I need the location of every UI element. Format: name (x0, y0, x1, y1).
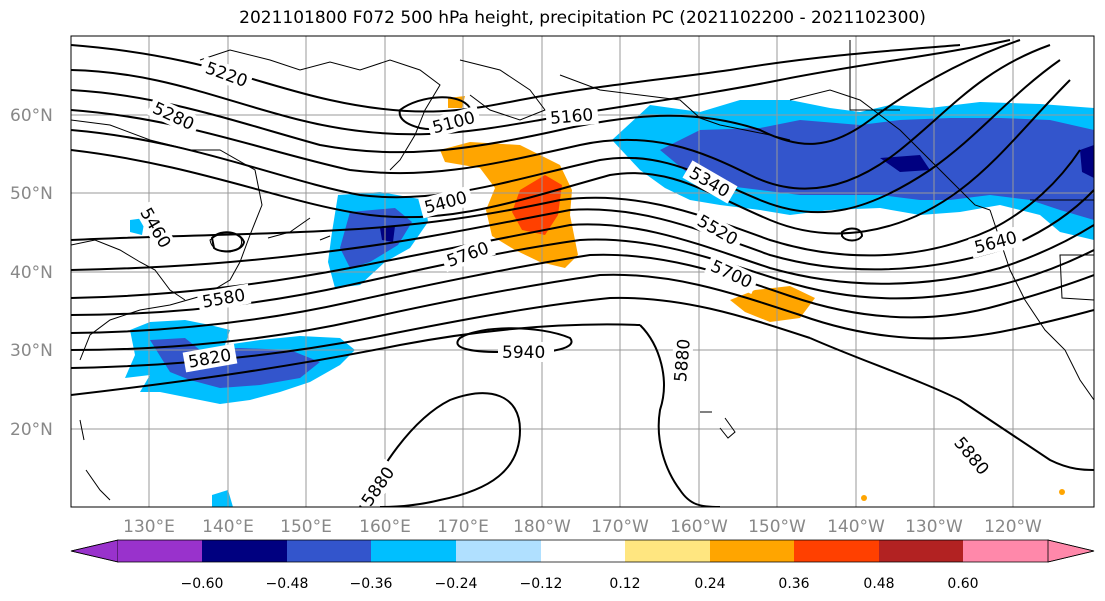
gridlines (71, 36, 1094, 507)
colorbar-segments (70, 539, 1095, 563)
lon-label: 160°W (670, 517, 728, 537)
colorbar-tick-label: −0.60 (181, 576, 224, 592)
lon-label: 120°W (984, 517, 1042, 537)
colorbar-segment (118, 540, 202, 562)
lon-label: 160°E (359, 517, 411, 537)
colorbar-tick-label: 0.36 (778, 576, 809, 592)
lon-label: 170°W (591, 517, 649, 537)
lat-label: 50°N (10, 184, 53, 204)
colorbar-segment (202, 540, 287, 562)
colorbar-tick-label: −0.12 (520, 576, 563, 592)
longitude-labels: 130°E 140°E 150°E 160°E 170°E 180°W 170°… (123, 517, 1042, 537)
lat-label: 40°N (10, 263, 53, 283)
colorbar: −0.60 −0.48 −0.36 −0.24 −0.12 0.12 0.24 … (70, 539, 1095, 592)
colorbar-outline (70, 539, 1095, 563)
colorbar-segment (710, 540, 794, 562)
lon-label: 180°W (513, 517, 571, 537)
lon-label: 140°E (202, 517, 254, 537)
colorbar-segment (541, 540, 625, 562)
lon-label: 150°E (280, 517, 332, 537)
colorbar-extend-max (1047, 539, 1095, 563)
colorbar-tick-label: 0.60 (947, 576, 978, 592)
contour-label: 5160 (549, 105, 594, 129)
latitude-labels: 60°N 50°N 40°N 30°N 20°N (10, 106, 53, 440)
colorbar-segment (456, 540, 541, 562)
map-frame (70, 35, 1095, 508)
lat-label: 20°N (10, 420, 53, 440)
colorbar-segment (963, 540, 1048, 562)
lon-label: 150°W (748, 517, 806, 537)
lon-label: 130°E (123, 517, 175, 537)
lat-label: 30°N (10, 341, 53, 361)
colorbar-segment (371, 540, 456, 562)
colorbar-segment (287, 540, 371, 562)
colorbar-tick-label: −0.36 (350, 576, 393, 592)
colorbar-segment (879, 540, 963, 562)
colorbar-segment (625, 540, 710, 562)
colorbar-segment (794, 540, 879, 562)
lon-label: 170°E (437, 517, 489, 537)
colorbar-ticks: −0.60 −0.48 −0.36 −0.24 −0.12 0.12 0.24 … (181, 576, 979, 592)
colorbar-extend-min (70, 539, 119, 563)
lon-label: 140°W (827, 517, 885, 537)
colorbar-tick-label: 0.48 (863, 576, 894, 592)
colorbar-tick-label: −0.24 (435, 576, 478, 592)
lon-label: 130°W (905, 517, 963, 537)
contour-label: 5940 (502, 343, 545, 363)
colorbar-tick-label: −0.48 (266, 576, 309, 592)
colorbar-tick-label: 0.24 (694, 576, 725, 592)
map-title: 2021101800 F072 500 hPa height, precipit… (239, 8, 926, 28)
colorbar-tick-label: 0.12 (609, 576, 640, 592)
lat-label: 60°N (10, 106, 53, 126)
contour-label: 5880 (671, 338, 695, 383)
